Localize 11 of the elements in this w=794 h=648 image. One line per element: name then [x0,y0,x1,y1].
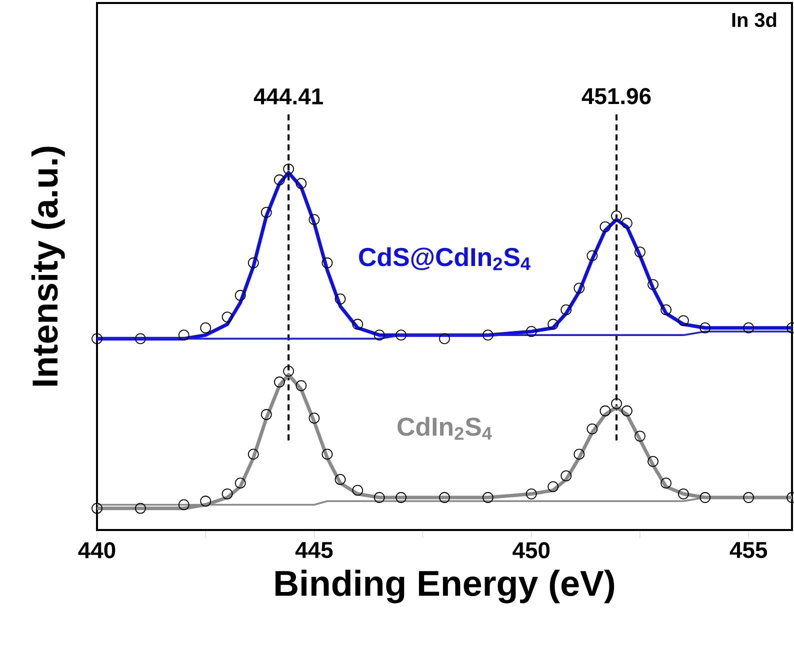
x-tick-label: 450 [512,542,550,558]
text: In 3d [732,12,776,28]
text: CdIn$_{2}$S$_{4}$ [398,416,492,440]
ref-line-label: 444.41 [254,88,323,104]
x-axis-title: Binding Energy (eV) [276,570,614,604]
x-tick-label: 455 [730,542,768,558]
x-tick-label: 445 [295,542,333,558]
y-axis-title: Intensity (a.u.) [31,146,65,386]
x-tick-label: 440 [78,542,116,558]
series-label: CdS@CdIn$_{2}$S$_{4}$ [359,247,530,270]
ref-line-label: 451.96 [582,88,651,104]
